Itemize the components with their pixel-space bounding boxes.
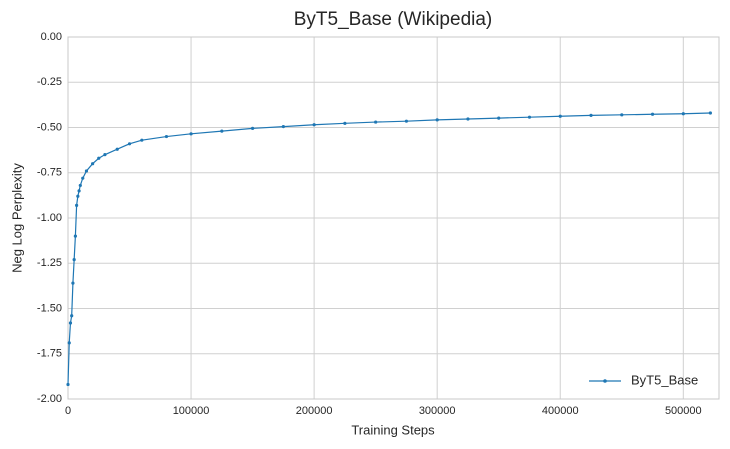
data-point bbox=[91, 162, 95, 166]
data-point bbox=[650, 112, 655, 116]
data-point bbox=[70, 314, 74, 318]
data-point bbox=[76, 194, 80, 198]
data-point bbox=[127, 142, 132, 146]
data-point bbox=[708, 111, 712, 115]
data-point bbox=[281, 124, 285, 129]
x-tick-label: 200000 bbox=[296, 405, 333, 417]
y-tick-label: -1.00 bbox=[37, 212, 62, 224]
data-point bbox=[75, 203, 79, 207]
y-tick-label: -1.25 bbox=[37, 257, 62, 269]
chart-title: ByT5_Base (Wikipedia) bbox=[294, 9, 493, 30]
x-tick-label: 400000 bbox=[542, 405, 579, 417]
data-point bbox=[527, 115, 532, 119]
data-point bbox=[343, 121, 347, 125]
data-point bbox=[78, 183, 82, 188]
data-point bbox=[374, 120, 378, 124]
data-point bbox=[66, 382, 70, 387]
data-point bbox=[558, 114, 562, 118]
data-point bbox=[250, 126, 255, 131]
data-point bbox=[81, 176, 85, 180]
legend-marker bbox=[603, 379, 607, 383]
y-tick-label: -0.50 bbox=[37, 121, 62, 133]
data-point bbox=[115, 147, 119, 151]
data-point bbox=[71, 281, 75, 285]
data-point bbox=[72, 258, 76, 262]
y-tick-label: -0.25 bbox=[37, 76, 62, 88]
plot-frame bbox=[67, 36, 720, 400]
data-point bbox=[497, 116, 501, 120]
y-tick-label: -0.75 bbox=[37, 167, 62, 179]
data-point bbox=[681, 112, 685, 116]
data-point bbox=[404, 119, 409, 123]
data-point bbox=[189, 132, 193, 136]
data-point bbox=[220, 129, 224, 133]
data-point bbox=[435, 118, 439, 122]
y-tick-label: -1.50 bbox=[37, 302, 62, 314]
data-point bbox=[77, 189, 81, 193]
x-tick-label: 300000 bbox=[419, 405, 456, 417]
data-point bbox=[620, 113, 624, 117]
legend-label: ByT5_Base bbox=[631, 372, 698, 387]
data-point bbox=[103, 153, 107, 157]
data-point bbox=[164, 134, 169, 139]
series-line bbox=[67, 112, 711, 385]
data-point bbox=[312, 123, 316, 127]
data-point bbox=[67, 341, 71, 345]
data-point bbox=[73, 234, 77, 238]
data-point bbox=[466, 117, 470, 121]
y-axis-label: Neg Log Perplexity bbox=[9, 163, 24, 273]
data-point bbox=[84, 169, 89, 173]
x-tick-label: 0 bbox=[65, 405, 71, 417]
data-point bbox=[589, 113, 593, 117]
x-axis-label: Training Steps bbox=[351, 422, 435, 437]
data-point bbox=[68, 321, 73, 325]
y-tick-label: -2.00 bbox=[37, 393, 62, 405]
y-tick-label: -1.75 bbox=[37, 348, 62, 360]
data-point bbox=[140, 138, 144, 142]
y-tick-label: 0.00 bbox=[41, 31, 62, 43]
x-tick-label: 500000 bbox=[665, 405, 702, 417]
x-tick-label: 100000 bbox=[173, 405, 210, 417]
data-point bbox=[97, 156, 101, 160]
